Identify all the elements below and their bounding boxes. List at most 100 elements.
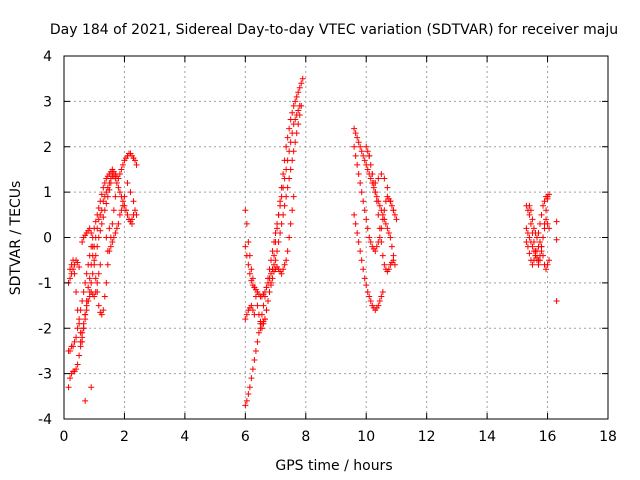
data-point (286, 125, 293, 132)
data-point (261, 316, 268, 323)
data-point (546, 225, 553, 232)
data-point (74, 325, 81, 332)
y-tick-label: 2 (43, 140, 52, 156)
data-point (115, 184, 122, 191)
data-point (88, 384, 95, 391)
data-point (86, 225, 93, 232)
data-point (351, 125, 358, 132)
data-point (89, 270, 96, 277)
data-point (260, 320, 267, 327)
data-point (361, 275, 368, 282)
series-arc-9.5-11h-c (351, 211, 386, 314)
data-point (364, 288, 371, 295)
x-tick-label: 8 (301, 429, 310, 445)
data-point (360, 198, 367, 205)
data-point (92, 218, 99, 225)
data-point (538, 211, 545, 218)
data-point (92, 288, 99, 295)
data-point (274, 248, 281, 255)
data-point (70, 266, 77, 273)
x-tick-label: 12 (418, 429, 436, 445)
data-point (381, 175, 388, 182)
data-point (295, 121, 302, 128)
data-point (95, 270, 102, 277)
data-point (109, 173, 116, 180)
data-point (116, 189, 123, 196)
y-tick-label: 1 (43, 185, 52, 201)
series-arc-0-2.5h-d (79, 193, 119, 318)
data-point (390, 207, 397, 214)
data-point (265, 279, 271, 286)
series-outliers (82, 218, 560, 404)
data-point (278, 220, 285, 227)
data-point (98, 191, 105, 198)
series-arc-0-2.5h-f (103, 180, 140, 255)
data-point (358, 189, 365, 196)
data-point (286, 175, 293, 182)
data-point (540, 202, 547, 209)
x-tick-label: 2 (120, 429, 129, 445)
series-arc-0-2.5h-c (65, 173, 116, 391)
data-point (284, 184, 291, 191)
data-point (529, 261, 536, 268)
data-point (281, 202, 288, 209)
data-point (95, 302, 102, 309)
data-point (82, 279, 89, 286)
data-point (103, 234, 110, 241)
data-point (104, 261, 111, 268)
data-point (355, 139, 362, 146)
data-point (280, 211, 287, 218)
data-point (124, 211, 131, 218)
data-point (89, 234, 96, 241)
data-point (245, 239, 252, 246)
data-point (122, 207, 129, 214)
data-point (85, 298, 92, 305)
data-point (91, 257, 98, 264)
series-arc-15-16.5h-c (523, 239, 553, 273)
data-point (358, 257, 365, 264)
data-point (529, 216, 536, 223)
data-point (94, 279, 101, 286)
data-point (290, 193, 297, 200)
data-point (543, 207, 550, 214)
data-point (375, 302, 382, 309)
data-point (73, 288, 80, 295)
data-point (360, 152, 367, 159)
data-point (381, 207, 388, 214)
data-point (355, 170, 362, 177)
data-point (243, 397, 250, 404)
data-point (527, 220, 534, 227)
data-point (363, 143, 370, 150)
x-axis-label: GPS time / hours (275, 458, 392, 474)
data-point (553, 298, 560, 305)
data-point (73, 366, 80, 373)
data-point (289, 157, 296, 164)
y-tick-label: 4 (43, 49, 52, 65)
data-point (254, 338, 261, 345)
data-point (538, 243, 545, 250)
data-point (541, 198, 548, 205)
data-point (283, 143, 290, 150)
data-point (373, 243, 380, 250)
data-point (97, 261, 104, 268)
data-point (283, 257, 290, 264)
data-point (92, 252, 99, 259)
data-point (113, 180, 120, 187)
y-tick-label: -2 (38, 321, 52, 337)
data-point (280, 266, 287, 273)
data-point (70, 343, 77, 350)
data-point (268, 270, 275, 277)
data-point (351, 143, 358, 150)
data-point (375, 211, 382, 218)
data-point (372, 189, 379, 196)
data-point (243, 311, 250, 318)
series-arc-0-2.5h-g (65, 257, 83, 286)
data-point (379, 252, 386, 259)
series-arc-9.5-11h-d (363, 143, 397, 275)
data-point (364, 225, 371, 232)
data-point (67, 375, 74, 382)
data-point (295, 107, 302, 114)
data-point (130, 198, 137, 205)
data-point (379, 288, 386, 295)
